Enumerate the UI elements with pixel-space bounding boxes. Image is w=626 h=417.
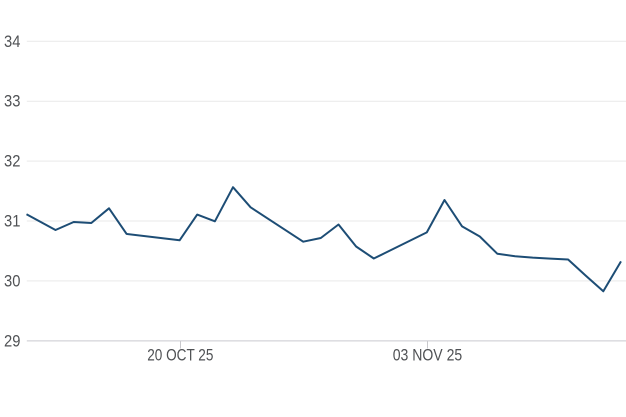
svg-text:03 NOV 25: 03 NOV 25: [393, 346, 463, 365]
svg-text:34: 34: [4, 32, 20, 51]
svg-text:31: 31: [4, 212, 20, 231]
svg-text:33: 33: [4, 92, 20, 111]
svg-text:29: 29: [4, 331, 20, 350]
svg-text:32: 32: [4, 152, 20, 171]
svg-text:30: 30: [4, 271, 20, 290]
svg-text:20 OCT 25: 20 OCT 25: [147, 346, 213, 365]
